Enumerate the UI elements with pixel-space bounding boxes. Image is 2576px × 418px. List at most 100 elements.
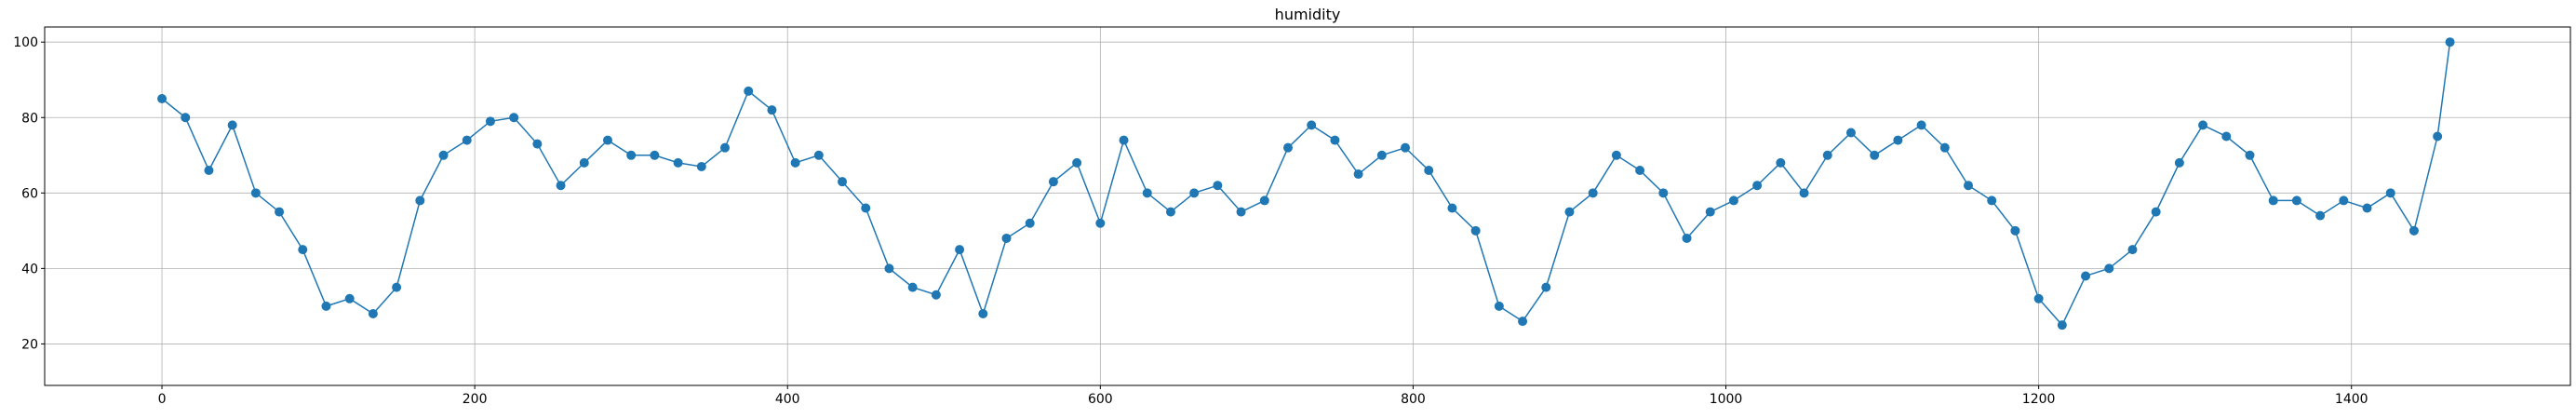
data-point [1799, 188, 1809, 198]
data-point [1189, 188, 1200, 198]
data-point [1893, 135, 1903, 145]
y-tick-label: 60 [21, 186, 38, 201]
data-point [1752, 181, 1763, 191]
data-point [2221, 131, 2232, 142]
data-point [1259, 196, 1269, 206]
data-point [626, 150, 637, 160]
data-point [1025, 218, 1035, 228]
data-point [2268, 196, 2278, 206]
data-point [321, 301, 331, 311]
y-tick-label: 20 [21, 337, 38, 352]
data-point [1236, 207, 1246, 217]
data-point [1682, 233, 1692, 243]
data-point [1776, 157, 1786, 168]
data-point [1987, 196, 1997, 206]
data-point [415, 196, 425, 206]
data-point [790, 157, 800, 168]
data-point [1916, 120, 1926, 130]
data-point [1307, 120, 1317, 130]
data-point [2104, 263, 2114, 274]
data-point [181, 113, 191, 123]
data-point [298, 245, 308, 255]
data-point [2433, 131, 2443, 142]
x-tick-label: 400 [775, 392, 800, 407]
plot-frame [44, 26, 2571, 386]
data-point [2385, 188, 2395, 198]
data-point [1635, 166, 1645, 175]
grid [45, 27, 2570, 385]
data-point [2291, 196, 2301, 206]
data-point [1494, 301, 1504, 311]
data-point [1870, 150, 1880, 160]
data-point [1142, 188, 1152, 198]
data-point [696, 161, 706, 171]
chart-title: humidity [1275, 6, 1341, 23]
data-point [2127, 245, 2138, 255]
data-point [227, 120, 237, 130]
data-point [1353, 169, 1363, 180]
data-point [250, 188, 261, 198]
x-tick-label: 600 [1088, 392, 1113, 407]
data-point [2010, 225, 2020, 236]
x-tick-label: 800 [1401, 392, 1426, 407]
data-point [1541, 282, 1551, 292]
data-point [2033, 293, 2044, 303]
x-axis: 0 200 400 600 800 1000 1200 1400 [158, 385, 2368, 407]
data-point [1939, 142, 1950, 153]
x-tick-label: 1000 [1710, 392, 1743, 407]
series-line [161, 42, 2451, 327]
x-tick-label: 200 [463, 392, 488, 407]
data-point [1611, 150, 1621, 160]
data-point [1964, 181, 1974, 191]
data-point [978, 309, 988, 318]
data-point [1119, 135, 1129, 145]
data-point [673, 157, 683, 168]
data-point [1048, 177, 1058, 187]
data-point [1518, 317, 1528, 327]
data-point [838, 177, 848, 187]
data-point [204, 166, 214, 175]
data-point [2198, 120, 2208, 130]
data-point [884, 263, 894, 274]
data-point [275, 207, 285, 217]
data-point [2315, 210, 2326, 221]
y-tick-label: 100 [13, 35, 38, 50]
data-point [1588, 188, 1598, 198]
data-point [1705, 207, 1715, 217]
data-point [602, 135, 612, 145]
data-point [2057, 320, 2067, 330]
data-point [2174, 157, 2184, 168]
data-point [907, 282, 918, 292]
x-tick-label: 1200 [2022, 392, 2056, 407]
data-point [650, 150, 660, 160]
data-point [1447, 203, 1457, 213]
data-point [438, 150, 449, 160]
series [157, 37, 2455, 330]
x-tick-label: 0 [158, 392, 167, 407]
data-point [462, 135, 472, 145]
data-point [392, 282, 402, 292]
data-point [1470, 225, 1481, 236]
data-point [1845, 128, 1856, 138]
data-point [861, 203, 871, 213]
data-point [1330, 135, 1340, 145]
data-point [1165, 207, 1175, 217]
data-point [556, 181, 566, 191]
data-point [485, 116, 495, 127]
data-point [813, 150, 824, 160]
data-point [720, 142, 731, 153]
data-point [2245, 150, 2255, 160]
data-point [744, 86, 754, 96]
data-point [344, 293, 355, 303]
data-point [1822, 150, 1832, 160]
data-point [1376, 150, 1387, 160]
data-point [509, 113, 519, 123]
data-point [1658, 188, 1669, 198]
data-point [767, 105, 777, 115]
data-point [955, 245, 965, 255]
data-point [2339, 196, 2349, 206]
data-point [1001, 233, 1012, 243]
data-point [1072, 157, 1082, 168]
